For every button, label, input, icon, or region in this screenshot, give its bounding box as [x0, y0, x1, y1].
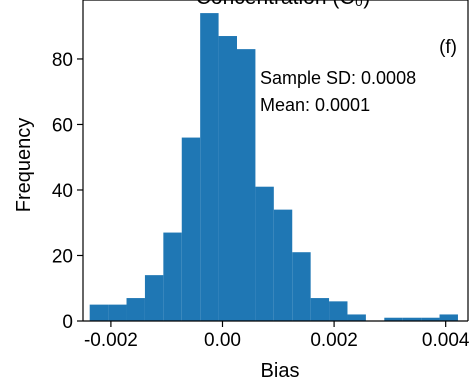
tick-marks: -0.002 0.00 0.002 0.004 0 20 40 60 80	[52, 50, 470, 351]
histogram-bar-3	[144, 275, 164, 321]
x-tick-label-3: 0.004	[422, 330, 470, 351]
histogram-bar-14	[347, 314, 366, 321]
histogram-bar-5	[181, 137, 201, 321]
histogram-bar-6	[200, 13, 219, 321]
histogram-bar-9	[255, 186, 274, 321]
histogram-bar-16	[384, 317, 403, 321]
histogram-bar-11	[292, 252, 311, 321]
x-axis-label: Bias	[261, 360, 300, 382]
histogram-bar-18	[421, 317, 440, 321]
y-tick-label-3: 60	[52, 115, 73, 136]
histogram-bar-12	[310, 298, 330, 321]
histogram-bar-8	[237, 49, 256, 321]
y-tick-label-0: 0	[62, 312, 73, 333]
annotation-sample-sd: Sample SD: 0.0008	[260, 68, 416, 88]
axes	[82, 0, 469, 322]
x-tick-label-0: -0.002	[84, 330, 138, 351]
y-tick-label-1: 20	[52, 246, 73, 267]
y-tick-label-2: 40	[52, 181, 73, 202]
histogram-bars	[89, 13, 458, 322]
histogram-bar-4	[163, 232, 182, 321]
y-axis-label: Frequency	[13, 118, 35, 213]
histogram-bar-17	[402, 317, 422, 321]
histogram-bar-2	[126, 298, 145, 321]
y-tick-label-4: 80	[52, 50, 73, 71]
chart-title: Concentration (C₀)	[196, 0, 370, 9]
histogram-bar-0	[89, 304, 109, 321]
x-tick-label-2: 0.002	[310, 330, 358, 351]
histogram-bar-1	[108, 304, 127, 321]
panel-label: (f)	[439, 37, 457, 58]
histogram-bar-10	[273, 209, 293, 321]
histogram-bar-19	[439, 314, 458, 321]
annotation-mean: Mean: 0.0001	[260, 95, 370, 115]
histogram-bar-7	[218, 36, 237, 322]
histogram-bar-13	[329, 301, 348, 321]
x-tick-label-1: 0.00	[204, 330, 241, 351]
